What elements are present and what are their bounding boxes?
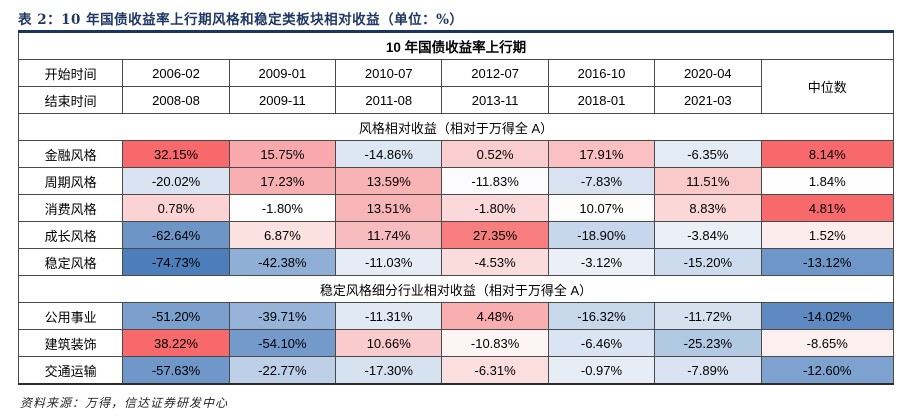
period-span-header: 10 年国债收益率上行期 bbox=[18, 31, 894, 60]
report-table: 10 年国债收益率上行期 开始时间 2006-02 2009-01 2010-07 201… bbox=[17, 30, 894, 385]
median-cell: 1.52% bbox=[760, 221, 894, 249]
end-row-label: 结束时间 bbox=[17, 86, 124, 114]
median-cell: -12.60% bbox=[760, 356, 894, 385]
value-cell: -0.97% bbox=[547, 356, 656, 385]
start-row-label: 开始时间 bbox=[17, 59, 124, 87]
median-cell: 8.14% bbox=[760, 140, 894, 168]
median-cell: 1.84% bbox=[760, 167, 894, 195]
value-cell: -51.20% bbox=[122, 302, 230, 330]
end-date-cell: 2021-03 bbox=[654, 86, 762, 114]
start-date-cell: 2012-07 bbox=[441, 59, 549, 87]
value-cell: -3.12% bbox=[547, 248, 656, 276]
value-cell: -6.31% bbox=[441, 356, 549, 385]
start-date-cell: 2016-10 bbox=[547, 59, 656, 87]
value-cell: -15.20% bbox=[654, 248, 762, 276]
value-cell: 10.66% bbox=[335, 329, 443, 357]
value-cell: -11.72% bbox=[654, 302, 762, 330]
value-cell: -4.53% bbox=[441, 248, 549, 276]
row-label: 稳定风格 bbox=[17, 248, 124, 276]
median-header: 中位数 bbox=[760, 59, 894, 114]
end-date-cell: 2008-08 bbox=[122, 86, 230, 114]
value-cell: 38.22% bbox=[122, 329, 230, 357]
value-cell: -57.63% bbox=[122, 356, 230, 385]
value-cell: -11.31% bbox=[335, 302, 443, 330]
value-cell: -16.32% bbox=[547, 302, 656, 330]
row-label: 公用事业 bbox=[17, 302, 124, 330]
start-date-cell: 2006-02 bbox=[122, 59, 230, 87]
value-cell: -39.71% bbox=[228, 302, 337, 330]
table-title: 表 2：10 年国债收益率上行期风格和稳定类板块相对收益（单位：%） bbox=[18, 12, 464, 28]
value-cell: 11.51% bbox=[654, 167, 762, 195]
end-date-cell: 2013-11 bbox=[441, 86, 549, 114]
value-cell: 13.51% bbox=[335, 194, 443, 222]
row-label: 建筑装饰 bbox=[17, 329, 124, 357]
value-cell: 10.07% bbox=[547, 194, 656, 222]
start-date-cell: 2010-07 bbox=[335, 59, 443, 87]
end-date-cell: 2009-11 bbox=[228, 86, 337, 114]
report-table-container: 10 年国债收益率上行期 开始时间 2006-02 2009-01 2010-07 201… bbox=[17, 30, 894, 385]
section-header: 风格相对收益（相对于万得全 A） bbox=[18, 113, 894, 141]
row-label: 周期风格 bbox=[17, 167, 124, 195]
value-cell: -7.89% bbox=[654, 356, 762, 385]
section-header: 稳定风格细分行业相对收益（相对于万得全 A） bbox=[18, 275, 894, 303]
value-cell: -17.30% bbox=[335, 356, 443, 385]
value-cell: 4.48% bbox=[441, 302, 549, 330]
value-cell: -20.02% bbox=[122, 167, 230, 195]
start-date-cell: 2020-04 bbox=[654, 59, 762, 87]
value-cell: -11.83% bbox=[441, 167, 549, 195]
value-cell: -62.64% bbox=[122, 221, 230, 249]
end-date-cell: 2011-08 bbox=[335, 86, 443, 114]
value-cell: -22.77% bbox=[228, 356, 337, 385]
value-cell: -1.80% bbox=[228, 194, 337, 222]
value-cell: -6.46% bbox=[547, 329, 656, 357]
value-cell: 11.74% bbox=[335, 221, 443, 249]
row-label: 成长风格 bbox=[17, 221, 124, 249]
value-cell: -3.84% bbox=[654, 221, 762, 249]
value-cell: -42.38% bbox=[228, 248, 337, 276]
value-cell: -25.23% bbox=[654, 329, 762, 357]
value-cell: -10.83% bbox=[441, 329, 549, 357]
row-label: 交通运输 bbox=[17, 356, 124, 385]
value-cell: -6.35% bbox=[654, 140, 762, 168]
value-cell: 0.52% bbox=[441, 140, 549, 168]
value-cell: 0.78% bbox=[122, 194, 230, 222]
median-cell: -14.02% bbox=[760, 302, 894, 330]
row-label: 消费风格 bbox=[17, 194, 124, 222]
value-cell: 27.35% bbox=[441, 221, 549, 249]
source-note: 资料来源：万得，信达证券研发中心 bbox=[20, 396, 229, 410]
value-cell: 13.59% bbox=[335, 167, 443, 195]
value-cell: -11.03% bbox=[335, 248, 443, 276]
median-cell: 4.81% bbox=[760, 194, 894, 222]
end-date-cell: 2018-01 bbox=[547, 86, 656, 114]
value-cell: 17.23% bbox=[228, 167, 337, 195]
value-cell: -7.83% bbox=[547, 167, 656, 195]
value-cell: 6.87% bbox=[228, 221, 337, 249]
value-cell: -54.10% bbox=[228, 329, 337, 357]
value-cell: -18.90% bbox=[547, 221, 656, 249]
value-cell: 15.75% bbox=[228, 140, 337, 168]
value-cell: -14.86% bbox=[335, 140, 443, 168]
value-cell: 8.83% bbox=[654, 194, 762, 222]
value-cell: 17.91% bbox=[547, 140, 656, 168]
row-label: 金融风格 bbox=[17, 140, 124, 168]
value-cell: -74.73% bbox=[122, 248, 230, 276]
median-cell: -13.12% bbox=[760, 248, 894, 276]
value-cell: -1.80% bbox=[441, 194, 549, 222]
start-date-cell: 2009-01 bbox=[228, 59, 337, 87]
median-cell: -8.65% bbox=[760, 329, 894, 357]
value-cell: 32.15% bbox=[122, 140, 230, 168]
